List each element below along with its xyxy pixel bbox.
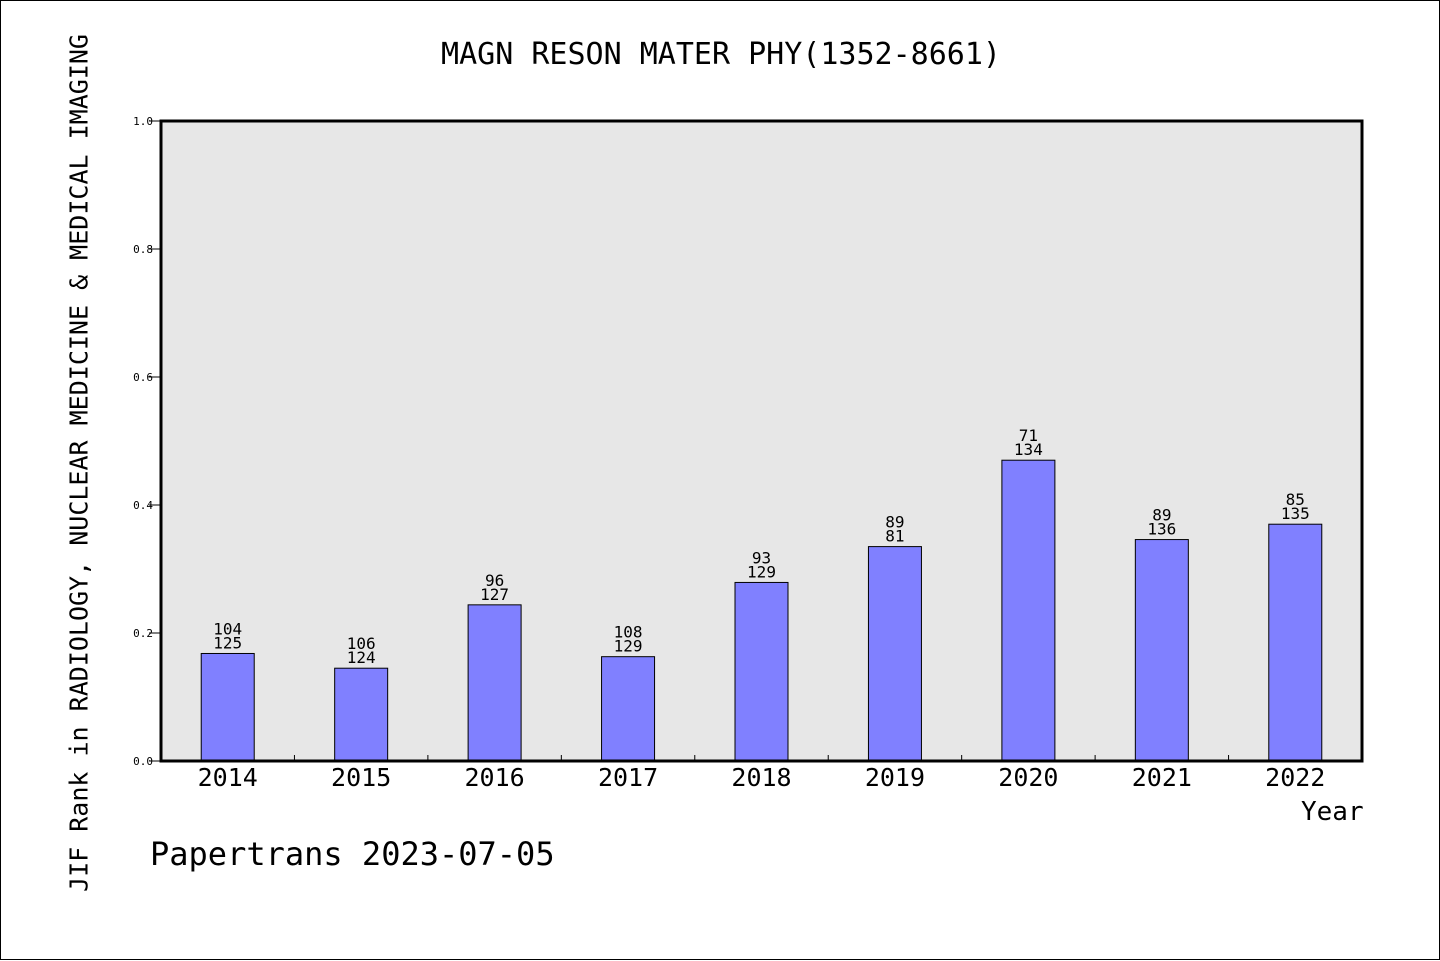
data-label-total: 136: [1147, 520, 1176, 539]
data-label-total: 129: [614, 637, 643, 656]
x-axis-label: Year: [1301, 797, 1364, 827]
data-label-total: 125: [213, 633, 242, 652]
y-tick-label: 0.6: [133, 371, 153, 384]
bar-2014: [200, 652, 255, 762]
data-label-total: 134: [1014, 440, 1043, 459]
y-tick-label: 0.2: [133, 627, 153, 640]
x-tick-label: 2021: [1132, 763, 1192, 792]
x-tick-label: 2018: [731, 763, 791, 792]
data-label-rank: 106: [347, 634, 376, 653]
chart-title: MAGN RESON MATER PHY(1352-8661): [441, 37, 1001, 72]
data-label-rank: 89: [885, 513, 904, 532]
x-tick-label: 2016: [465, 763, 525, 792]
data-label-rank: 104: [213, 619, 242, 638]
bar-2022: [1268, 523, 1323, 762]
data-label-total: 124: [347, 648, 376, 667]
bar-2016: [467, 604, 522, 762]
footer-credit: Papertrans 2023-07-05: [150, 835, 555, 873]
y-tick-label: 0.8: [133, 243, 153, 256]
data-label-total: 81: [885, 527, 904, 546]
data-label-total: 129: [747, 562, 776, 581]
x-tick-label: 2015: [331, 763, 391, 792]
data-label-total: 135: [1281, 504, 1310, 523]
bar-2017: [601, 656, 656, 762]
data-label-total: 127: [480, 585, 509, 604]
x-tick-label: 2019: [865, 763, 925, 792]
bar-2021: [1134, 539, 1189, 762]
data-label-rank: 89: [1152, 506, 1171, 525]
y-tick-label: 1.0: [133, 115, 153, 128]
bar-2019: [867, 546, 922, 762]
y-tick-label: 0.0: [133, 755, 153, 768]
y-tick-label: 0.4: [133, 499, 153, 512]
plot-border: [159, 119, 1364, 763]
data-label-rank: 96: [485, 571, 504, 590]
x-tick-label: 2020: [998, 763, 1058, 792]
data-label-rank: 71: [1019, 426, 1038, 445]
bar-2015: [334, 667, 389, 762]
x-tick-label: 2022: [1265, 763, 1325, 792]
data-label-rank: 108: [614, 623, 643, 642]
x-tick-label: 2014: [198, 763, 258, 792]
data-label-rank: 93: [752, 548, 771, 567]
x-tick-label: 2017: [598, 763, 658, 792]
bar-2020: [1001, 459, 1056, 762]
data-label-rank: 85: [1286, 490, 1305, 509]
bar-2018: [734, 581, 789, 762]
